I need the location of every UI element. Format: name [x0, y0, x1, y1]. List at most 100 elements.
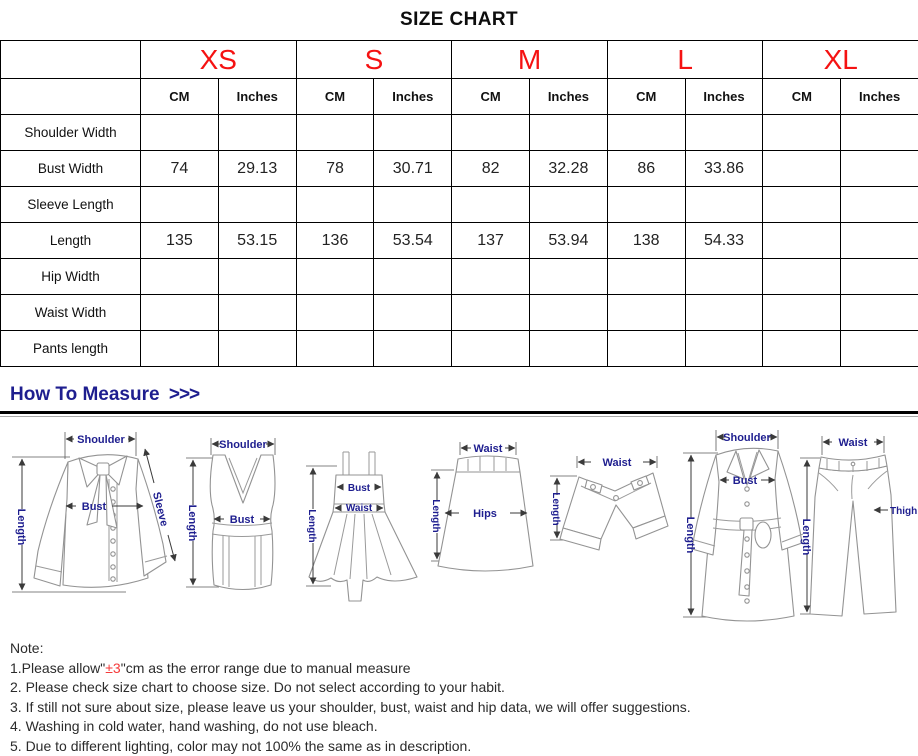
size-header-xl: XL — [763, 41, 918, 79]
size-header-s: S — [296, 41, 452, 79]
table-row-bust-width: Bust Width 74 29.13 78 30.71 82 32.28 86… — [1, 151, 918, 187]
size-header-l: L — [607, 41, 763, 79]
value-cell — [841, 331, 918, 367]
value-cell — [530, 187, 608, 223]
value-cell — [841, 115, 918, 151]
note-line-4: 4. Washing in cold water, hand washing, … — [10, 717, 918, 737]
unit-header: Inches — [841, 79, 918, 115]
value-cell — [374, 295, 452, 331]
value-cell — [374, 259, 452, 295]
value-cell: 33.86 — [685, 151, 763, 187]
measure-label: Sleeve Length — [1, 187, 141, 223]
value-cell — [218, 187, 296, 223]
value-cell — [607, 295, 685, 331]
value-cell — [218, 259, 296, 295]
measure-label-hips: Hips — [473, 508, 497, 520]
measure-label-thigh: Thigh — [890, 506, 917, 517]
measure-label-length: Length — [15, 509, 27, 546]
measure-label-length: Length — [186, 505, 198, 542]
note-line-3: 3. If still not sure about size, please … — [10, 698, 918, 718]
unit-header: CM — [763, 79, 841, 115]
value-cell — [141, 115, 219, 151]
value-cell — [296, 115, 374, 151]
unit-header: CM — [141, 79, 219, 115]
value-cell — [685, 331, 763, 367]
value-cell — [141, 187, 219, 223]
size-header-row: XS S M L XL — [1, 41, 918, 79]
measure-label-waist: Waist — [839, 437, 868, 449]
how-to-measure-text: How To Measure — [10, 384, 160, 405]
error-range-value: ±3 — [105, 660, 120, 676]
measure-label-length: Length — [306, 509, 317, 542]
measure-label-bust: Bust — [348, 483, 371, 494]
value-cell: 86 — [607, 151, 685, 187]
value-cell — [374, 187, 452, 223]
measure-label: Shoulder Width — [1, 115, 141, 151]
blouse-diagram: Shoulder Length Bust Sleeve — [8, 429, 180, 627]
table-row-sleeve-length: Sleeve Length — [1, 187, 918, 223]
value-cell: 138 — [607, 223, 685, 259]
value-cell: 53.15 — [218, 223, 296, 259]
divider — [0, 411, 918, 414]
value-cell: 137 — [452, 223, 530, 259]
measure-label-waist: Waist — [474, 443, 503, 455]
value-cell — [763, 295, 841, 331]
measure-label-shoulder: Shoulder — [219, 439, 267, 451]
page-title: SIZE CHART — [0, 0, 918, 40]
value-cell — [452, 331, 530, 367]
corner-cell — [1, 79, 141, 115]
value-cell — [452, 187, 530, 223]
value-cell: 32.28 — [530, 151, 608, 187]
value-cell: 30.71 — [374, 151, 452, 187]
value-cell — [763, 187, 841, 223]
measure-label-shoulder: Shoulder — [723, 432, 771, 444]
value-cell — [841, 223, 918, 259]
unit-header: Inches — [218, 79, 296, 115]
measure-label-bust: Bust — [82, 501, 107, 513]
measure-label: Length — [1, 223, 141, 259]
value-cell — [218, 295, 296, 331]
measure-label: Pants length — [1, 331, 141, 367]
value-cell — [685, 115, 763, 151]
value-cell — [685, 295, 763, 331]
value-cell — [607, 115, 685, 151]
value-cell: 29.13 — [218, 151, 296, 187]
table-row-hip-width: Hip Width — [1, 259, 918, 295]
value-cell — [296, 259, 374, 295]
corner-cell — [1, 41, 141, 79]
value-cell — [218, 115, 296, 151]
measure-label-bust: Bust — [230, 514, 255, 526]
value-cell — [763, 115, 841, 151]
table-row-length: Length 135 53.15 136 53.54 137 53.94 138… — [1, 223, 918, 259]
value-cell — [763, 223, 841, 259]
pants-diagram: Waist Length Thigh — [796, 433, 918, 623]
value-cell: 74 — [141, 151, 219, 187]
value-cell — [296, 187, 374, 223]
dress-diagram: Bust Waist Length — [303, 449, 423, 615]
value-cell — [374, 115, 452, 151]
value-cell — [141, 259, 219, 295]
how-to-measure-heading: How To Measure >>> — [10, 384, 918, 406]
value-cell — [452, 259, 530, 295]
value-cell — [685, 187, 763, 223]
value-cell — [763, 259, 841, 295]
skirt-diagram: Waist Hips Length — [430, 439, 535, 589]
note-line-5: 5. Due to different lighting, color may … — [10, 737, 918, 756]
unit-header: CM — [607, 79, 685, 115]
measure-label: Hip Width — [1, 259, 141, 295]
note-line-2: 2. Please check size chart to choose siz… — [10, 678, 918, 698]
measure-label-bust: Bust — [733, 475, 758, 487]
value-cell: 53.94 — [530, 223, 608, 259]
value-cell — [374, 331, 452, 367]
value-cell — [607, 331, 685, 367]
measure-diagrams: Shoulder Length Bust Sleeve Shoulder Len… — [0, 423, 918, 631]
value-cell — [607, 187, 685, 223]
table-row-waist-width: Waist Width — [1, 295, 918, 331]
unit-header: Inches — [374, 79, 452, 115]
measure-label-shoulder: Shoulder — [77, 434, 125, 446]
value-cell — [218, 331, 296, 367]
unit-header: Inches — [685, 79, 763, 115]
value-cell — [607, 259, 685, 295]
unit-header: Inches — [530, 79, 608, 115]
unit-header-row: CM Inches CM Inches CM Inches CM Inches … — [1, 79, 918, 115]
